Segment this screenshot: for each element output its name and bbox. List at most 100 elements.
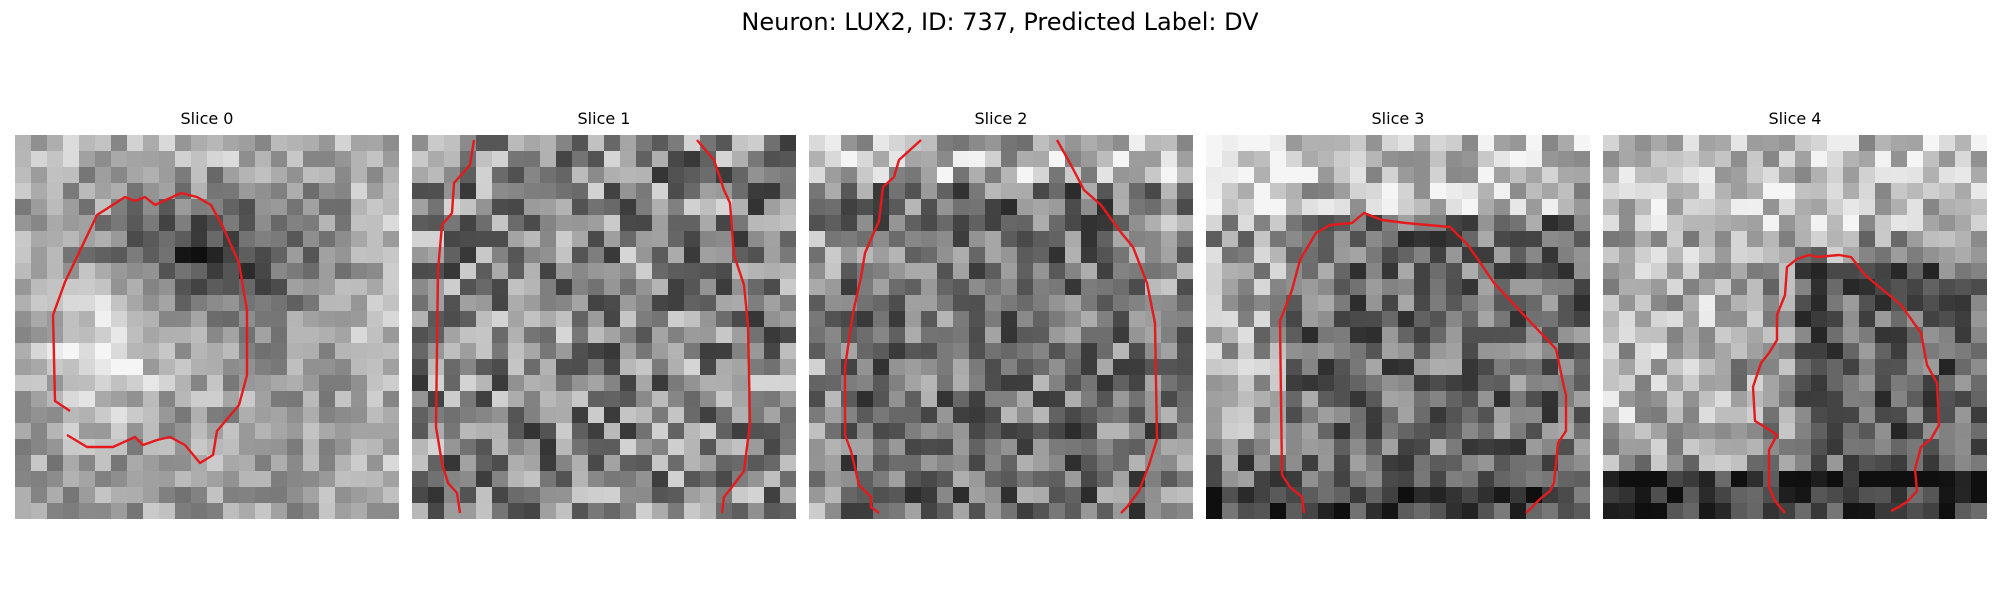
pixel xyxy=(255,487,272,504)
pixel xyxy=(383,439,399,456)
pixel xyxy=(287,199,304,216)
pixel xyxy=(1398,455,1415,472)
pixel xyxy=(207,455,224,472)
pixel xyxy=(1177,231,1193,248)
pixel xyxy=(1542,263,1559,280)
pixel xyxy=(825,263,842,280)
pixel xyxy=(1907,423,1924,440)
pixel xyxy=(1145,215,1162,232)
pixel xyxy=(1635,279,1652,296)
pixel xyxy=(1113,327,1130,344)
pixel xyxy=(1318,327,1335,344)
pixel xyxy=(1747,423,1764,440)
pixel xyxy=(1446,295,1463,312)
pixel xyxy=(684,295,701,312)
pixel xyxy=(1350,423,1367,440)
pixel xyxy=(383,375,399,392)
pixel xyxy=(1081,279,1098,296)
pixel xyxy=(716,455,733,472)
pixel xyxy=(1097,391,1114,408)
pixel xyxy=(1923,199,1940,216)
pixel xyxy=(1603,279,1620,296)
pixel xyxy=(31,455,48,472)
pixel xyxy=(1494,375,1511,392)
pixel xyxy=(1574,215,1590,232)
pixel xyxy=(383,359,399,376)
pixel xyxy=(63,327,80,344)
pixel xyxy=(367,215,384,232)
pixel xyxy=(985,247,1002,264)
pixel xyxy=(953,295,970,312)
pixel xyxy=(1715,183,1732,200)
pixel xyxy=(1430,295,1447,312)
pixel xyxy=(1430,407,1447,424)
pixel xyxy=(223,455,240,472)
pixel xyxy=(1619,279,1636,296)
pixel xyxy=(1731,231,1748,248)
pixel xyxy=(1603,151,1620,168)
pixel xyxy=(255,183,272,200)
pixel xyxy=(588,343,605,360)
pixel xyxy=(1494,471,1511,488)
pixel xyxy=(668,343,685,360)
pixel xyxy=(1494,183,1511,200)
pixel xyxy=(889,455,906,472)
pixel xyxy=(79,343,96,360)
pixel xyxy=(1939,295,1956,312)
pixel xyxy=(873,455,890,472)
pixel xyxy=(1334,503,1351,519)
pixel xyxy=(905,183,922,200)
pixel xyxy=(748,263,765,280)
pixel xyxy=(1350,487,1367,504)
pixel xyxy=(700,247,717,264)
pixel xyxy=(207,375,224,392)
pixel xyxy=(335,455,352,472)
pixel xyxy=(1113,343,1130,360)
pixel xyxy=(588,487,605,504)
pixel xyxy=(825,215,842,232)
pixel xyxy=(31,471,48,488)
pixel xyxy=(1414,151,1431,168)
pixel xyxy=(111,359,128,376)
pixel xyxy=(335,199,352,216)
pixel xyxy=(825,375,842,392)
pixel xyxy=(1843,487,1860,504)
pixel xyxy=(1939,231,1956,248)
pixel xyxy=(1715,503,1732,519)
pixel xyxy=(969,263,986,280)
pixel xyxy=(1731,311,1748,328)
pixel xyxy=(255,439,272,456)
pixel xyxy=(1811,135,1828,152)
pixel xyxy=(412,263,429,280)
pixel xyxy=(63,183,80,200)
pixel xyxy=(1446,279,1463,296)
pixel xyxy=(428,295,445,312)
pixel xyxy=(700,231,717,248)
pixel xyxy=(15,359,32,376)
pixel xyxy=(1939,455,1956,472)
pixel xyxy=(1779,407,1796,424)
pixel xyxy=(1811,167,1828,184)
pixel xyxy=(572,183,589,200)
pixel xyxy=(1033,247,1050,264)
pixel xyxy=(905,151,922,168)
pixel xyxy=(367,151,384,168)
pixel xyxy=(572,231,589,248)
pixel xyxy=(1145,503,1162,519)
pixel xyxy=(1526,375,1543,392)
pixel xyxy=(1238,423,1255,440)
pixel xyxy=(1875,423,1892,440)
contour-1 xyxy=(434,139,476,514)
pixel xyxy=(620,359,637,376)
pixel xyxy=(1017,199,1034,216)
pixel xyxy=(428,135,445,152)
pixel xyxy=(716,423,733,440)
pixel xyxy=(1270,487,1287,504)
pixel xyxy=(1366,439,1383,456)
pixel xyxy=(1033,135,1050,152)
pixel xyxy=(1398,295,1415,312)
pixel xyxy=(668,279,685,296)
pixel xyxy=(1097,247,1114,264)
pixel xyxy=(1651,407,1668,424)
pixel xyxy=(159,247,176,264)
